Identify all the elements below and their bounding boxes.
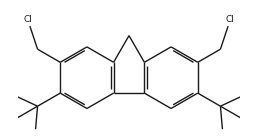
Text: Cl: Cl	[24, 15, 33, 24]
Text: Cl: Cl	[225, 15, 234, 24]
